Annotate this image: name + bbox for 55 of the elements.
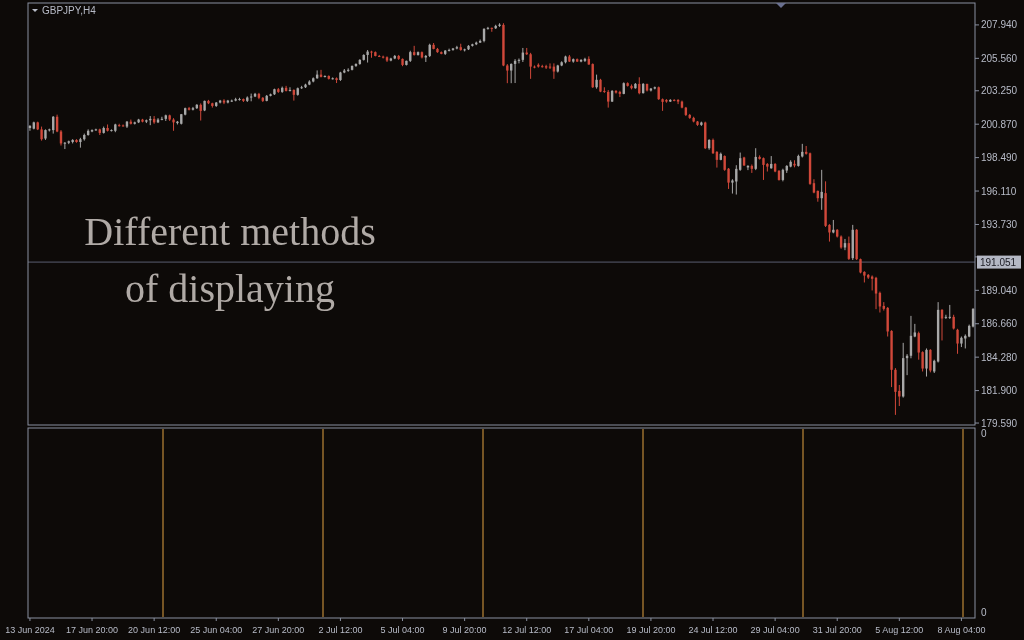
category-label: 17 Jul 04:00	[564, 625, 614, 635]
candlestick	[288, 86, 292, 92]
candlestick	[63, 141, 67, 150]
candlestick	[886, 306, 889, 338]
y-tick-label: 184.280	[981, 351, 1018, 363]
text: 0	[981, 428, 987, 439]
category-label: 2 Jul 12:00	[318, 625, 363, 635]
candlestick	[529, 52, 532, 80]
category-label: 13 Jun 2024	[5, 625, 55, 635]
category-label: 5 Jul 04:00	[380, 625, 425, 635]
category-label: 20 Jun 12:00	[128, 625, 181, 635]
candlestick	[929, 348, 932, 373]
y-tick-label: 186.660	[981, 318, 1018, 330]
candlestick	[160, 116, 164, 121]
category-label: 8 Aug 04:00	[937, 625, 986, 635]
category-label: 5 Aug 12:00	[875, 625, 924, 635]
category-label: 27 Jun 20:00	[252, 625, 305, 635]
candlestick	[944, 314, 948, 320]
candlestick	[506, 63, 509, 84]
y-tick-label: 193.730	[981, 218, 1018, 230]
y-tick-label: 189.040	[981, 284, 1018, 296]
candlestick	[820, 169, 823, 211]
candlestick	[544, 64, 548, 70]
y-tick-label: 198.490	[981, 152, 1018, 164]
y-tick-label: 203.250	[981, 85, 1018, 97]
candlestick	[676, 98, 680, 105]
category-label: 19 Jul 20:00	[626, 625, 676, 635]
ref-line-label: 191.051	[980, 256, 1017, 268]
y-tick-label: 179.590	[981, 417, 1018, 429]
category-label: 24 Jul 12:00	[688, 625, 738, 635]
text: 0	[981, 607, 987, 618]
candlestick	[762, 156, 765, 181]
y-tick-label: 200.870	[981, 118, 1018, 130]
chart-title: GBPJPY,H4	[42, 5, 97, 16]
category-label: 31 Jul 20:00	[812, 625, 862, 635]
candlestick	[517, 57, 521, 64]
candlestick	[94, 128, 98, 132]
candlestick	[925, 347, 928, 378]
annotation: Different methods of displaying	[84, 209, 376, 311]
candlestick	[956, 328, 959, 355]
candlestick	[894, 367, 897, 416]
candlestick	[731, 178, 734, 195]
y-tick-label: 207.940	[981, 19, 1018, 31]
candlestick	[323, 74, 327, 78]
y-tick-label: 205.560	[981, 52, 1018, 64]
y-tick-label: 196.110	[981, 185, 1017, 197]
category-label: 29 Jul 04:00	[750, 625, 800, 635]
candlestick	[614, 89, 618, 95]
category-label: 12 Jul 12:00	[502, 625, 552, 635]
category-label: 17 Jun 20:00	[66, 625, 119, 635]
category-label: 25 Jun 04:00	[190, 625, 243, 635]
category-label: 9 Jul 20:00	[442, 625, 487, 635]
y-tick-label: 181.900	[981, 385, 1018, 397]
candlestick	[548, 62, 552, 70]
candlestick	[948, 304, 951, 320]
